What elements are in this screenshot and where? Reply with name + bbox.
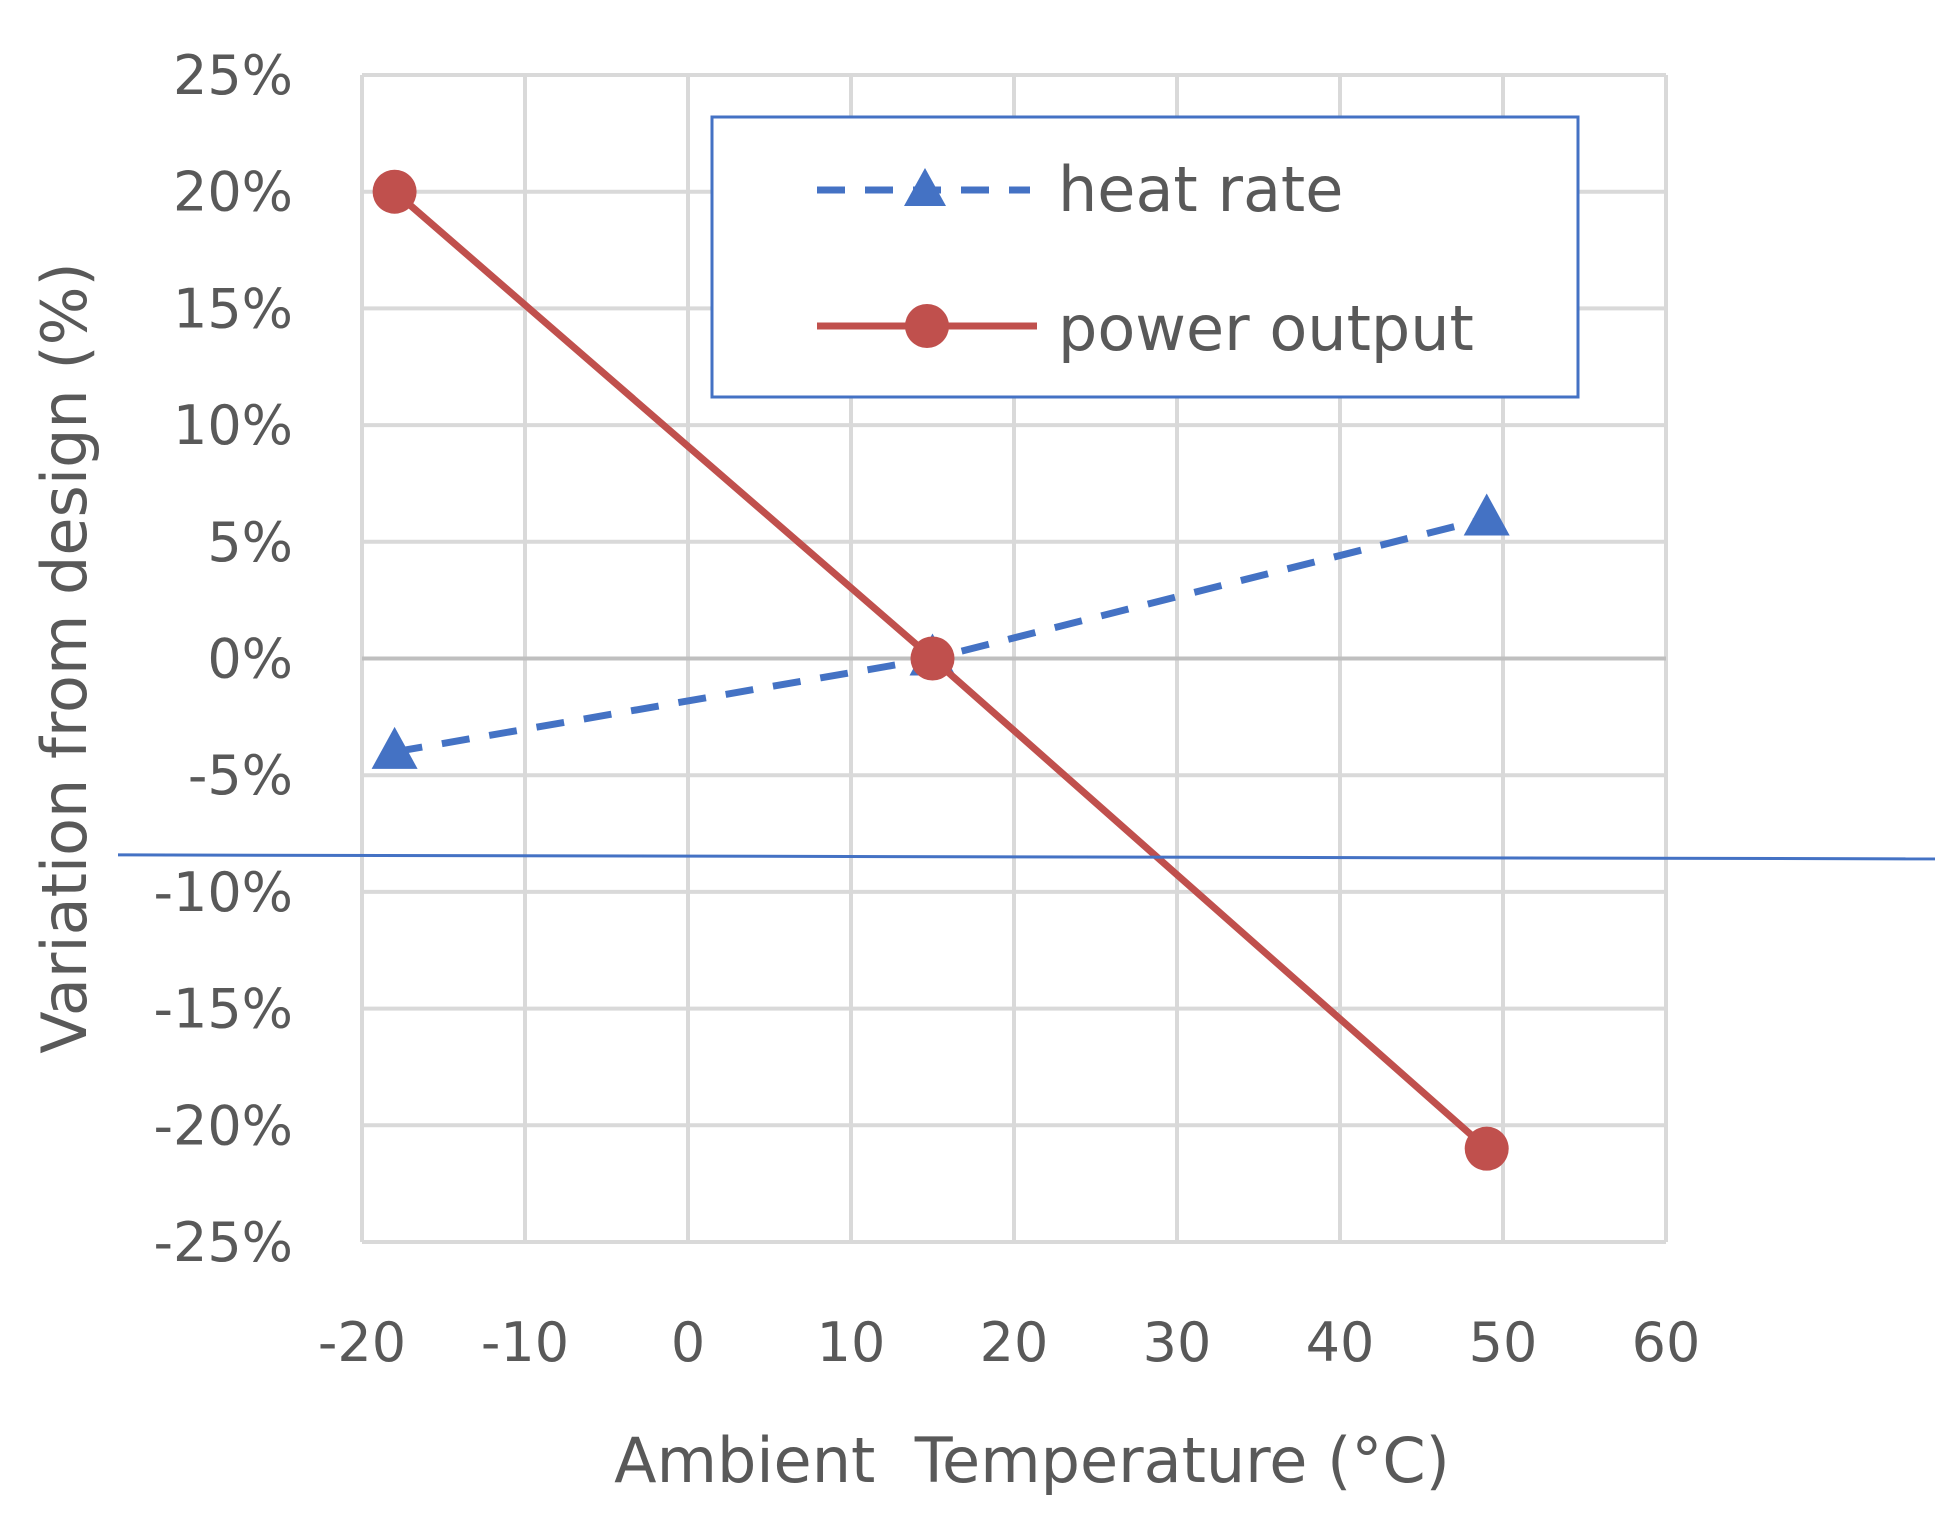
legend-power-output-label: power output xyxy=(1058,292,1474,365)
legend-box xyxy=(710,115,1580,399)
y-axis-ticks: 25% 20% 15% 10% 5% 0% -5% -10% -15% -20% -25% xyxy=(153,44,293,1274)
y-tick-label: 10% xyxy=(173,394,293,457)
legend-power-output-marker xyxy=(905,304,949,348)
x-tick-label: 10 xyxy=(817,1311,886,1374)
y-tick-label: -10% xyxy=(153,861,293,924)
series-line-heat-rate xyxy=(394,515,1488,756)
y-tick-label: -20% xyxy=(153,1094,293,1157)
y-tick-label: 5% xyxy=(207,511,293,574)
x-tick-label: 50 xyxy=(1469,1311,1538,1374)
data-point-power-output xyxy=(1464,1126,1509,1171)
y-tick-label: 15% xyxy=(173,277,293,340)
y-tick-label: 25% xyxy=(173,44,293,107)
reference-line xyxy=(117,853,1936,861)
data-point-power-output xyxy=(910,636,955,681)
x-tick-label: -10 xyxy=(481,1311,569,1374)
series-layer xyxy=(371,169,1510,1171)
x-axis-ticks: -20 -10 0 10 20 30 40 50 60 xyxy=(318,1311,1700,1374)
x-tick-label: 0 xyxy=(671,1311,705,1374)
data-point-heat-rate xyxy=(371,726,418,769)
data-point-power-output xyxy=(372,169,417,214)
x-tick-label: 40 xyxy=(1306,1311,1375,1374)
x-axis-title: Ambient Temperature (°C) xyxy=(614,1424,1450,1497)
x-tick-label: 60 xyxy=(1632,1311,1701,1374)
legend-heat-rate-label: heat rate xyxy=(1058,153,1343,226)
y-axis-title: Variation from design (%) xyxy=(28,262,101,1053)
x-tick-label: -20 xyxy=(318,1311,406,1374)
legend: heat rate power output xyxy=(710,115,1580,399)
y-tick-label: -15% xyxy=(153,978,293,1041)
y-tick-label: -5% xyxy=(188,744,293,807)
y-tick-label: 20% xyxy=(173,161,293,224)
data-point-heat-rate xyxy=(1463,493,1510,536)
y-tick-label: 0% xyxy=(207,628,293,691)
y-tick-label: -25% xyxy=(153,1211,293,1274)
x-tick-label: 20 xyxy=(980,1311,1049,1374)
x-tick-label: 30 xyxy=(1143,1311,1212,1374)
legend-heat-rate-marker xyxy=(904,168,946,206)
